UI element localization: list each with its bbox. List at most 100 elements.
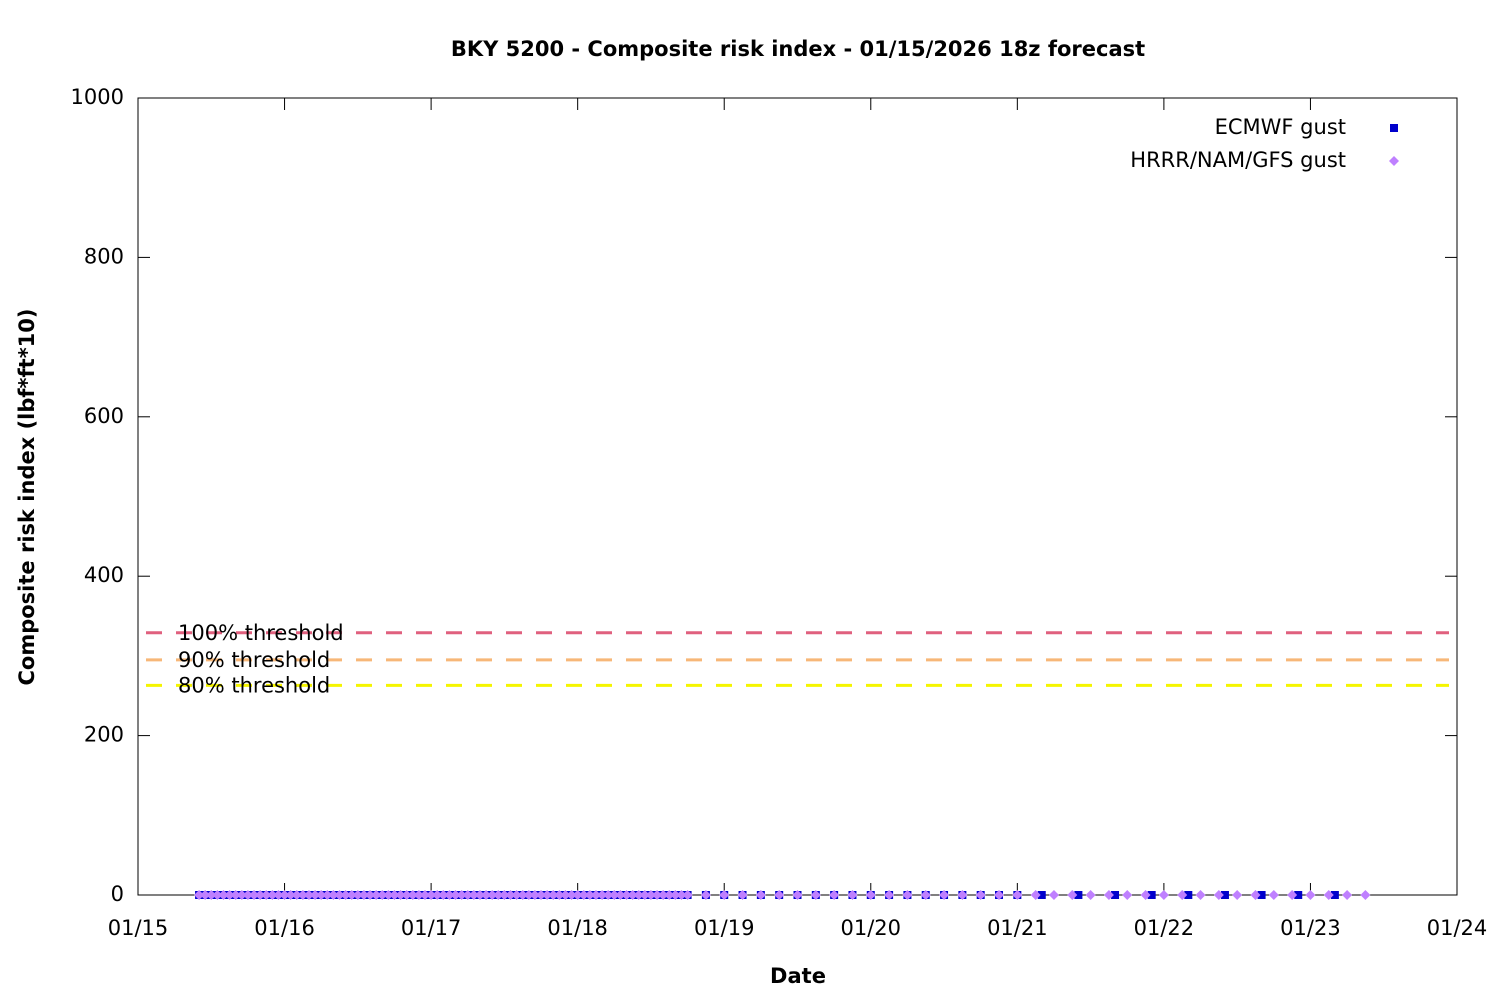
data-point xyxy=(383,890,394,900)
data-point xyxy=(230,890,241,900)
data-point xyxy=(578,890,589,900)
x-tick-label: 01/17 xyxy=(401,916,462,940)
data-point xyxy=(267,890,278,900)
threshold-label: 100% threshold xyxy=(178,621,344,645)
data-point xyxy=(957,890,968,900)
data-point xyxy=(609,890,620,900)
y-tick-label: 600 xyxy=(84,404,124,428)
legend-label: HRRR/NAM/GFS gust xyxy=(1130,148,1346,172)
data-point xyxy=(566,890,577,900)
y-tick-label: 0 xyxy=(111,882,124,906)
data-point xyxy=(438,890,449,900)
data-point xyxy=(810,890,821,900)
data-point xyxy=(621,890,632,900)
data-point xyxy=(1074,891,1083,899)
data-point xyxy=(1213,890,1224,900)
data-point xyxy=(975,890,986,900)
data-point xyxy=(529,890,540,900)
x-tick-label: 01/23 xyxy=(1280,916,1341,940)
data-point xyxy=(865,890,876,900)
data-point xyxy=(291,890,302,900)
data-point xyxy=(316,890,327,900)
data-point xyxy=(1122,890,1133,900)
data-point xyxy=(450,890,461,900)
data-point xyxy=(1342,890,1353,900)
data-point xyxy=(1103,890,1114,900)
data-point xyxy=(548,890,559,900)
data-point xyxy=(1268,890,1279,900)
data-point xyxy=(420,890,431,900)
data-point xyxy=(505,890,516,900)
data-point xyxy=(1330,891,1339,899)
y-tick-label: 800 xyxy=(84,244,124,268)
data-point xyxy=(1220,891,1229,899)
data-point xyxy=(1158,890,1169,900)
data-point xyxy=(1195,890,1206,900)
data-point xyxy=(1184,891,1193,899)
x-tick-label: 01/15 xyxy=(108,916,169,940)
data-point xyxy=(1305,890,1316,900)
data-point xyxy=(499,890,510,900)
data-point xyxy=(352,890,363,900)
x-tick-label: 01/21 xyxy=(987,916,1048,940)
data-point xyxy=(1067,890,1078,900)
data-point xyxy=(1012,890,1023,900)
data-point xyxy=(1085,890,1096,900)
data-point xyxy=(1360,890,1371,900)
data-point xyxy=(236,890,247,900)
data-point xyxy=(218,890,229,900)
data-point xyxy=(462,890,473,900)
data-point xyxy=(487,890,498,900)
data-point xyxy=(334,890,345,900)
data-point xyxy=(584,890,595,900)
data-point xyxy=(389,890,400,900)
x-tick-label: 01/18 xyxy=(547,916,608,940)
data-point xyxy=(597,890,608,900)
data-point xyxy=(939,890,950,900)
threshold-label: 90% threshold xyxy=(178,648,330,672)
data-point xyxy=(902,890,913,900)
data-point xyxy=(413,890,424,900)
data-point xyxy=(285,890,296,900)
data-point xyxy=(261,890,272,900)
data-point xyxy=(554,890,565,900)
legend-marker xyxy=(1389,156,1399,166)
data-point xyxy=(652,890,663,900)
data-point xyxy=(365,890,376,900)
data-point xyxy=(401,890,412,900)
data-point xyxy=(627,890,638,900)
data-point xyxy=(200,890,211,900)
data-point xyxy=(432,890,443,900)
data-point xyxy=(1037,891,1046,899)
data-point xyxy=(346,890,357,900)
data-point xyxy=(645,890,656,900)
legend-label: ECMWF gust xyxy=(1215,115,1346,139)
data-point xyxy=(249,890,260,900)
data-point xyxy=(206,890,217,900)
data-point xyxy=(1048,890,1059,900)
y-tick-label: 200 xyxy=(84,723,124,747)
data-point xyxy=(1177,890,1188,900)
data-point xyxy=(407,890,418,900)
x-tick-label: 01/20 xyxy=(841,916,902,940)
data-point xyxy=(468,890,479,900)
data-point xyxy=(426,890,437,900)
data-point xyxy=(1147,891,1156,899)
data-point xyxy=(474,890,485,900)
data-point xyxy=(542,890,553,900)
data-point xyxy=(664,890,675,900)
data-point xyxy=(1323,890,1334,900)
data-point xyxy=(737,890,748,900)
y-tick-label: 1000 xyxy=(71,85,124,109)
data-point xyxy=(920,890,931,900)
data-point xyxy=(1111,891,1120,899)
data-point xyxy=(572,890,583,900)
data-point xyxy=(456,890,467,900)
data-point xyxy=(340,890,351,900)
data-point xyxy=(1287,890,1298,900)
data-point xyxy=(523,890,534,900)
x-tick-label: 01/16 xyxy=(254,916,315,940)
data-point xyxy=(755,890,766,900)
data-point xyxy=(590,890,601,900)
